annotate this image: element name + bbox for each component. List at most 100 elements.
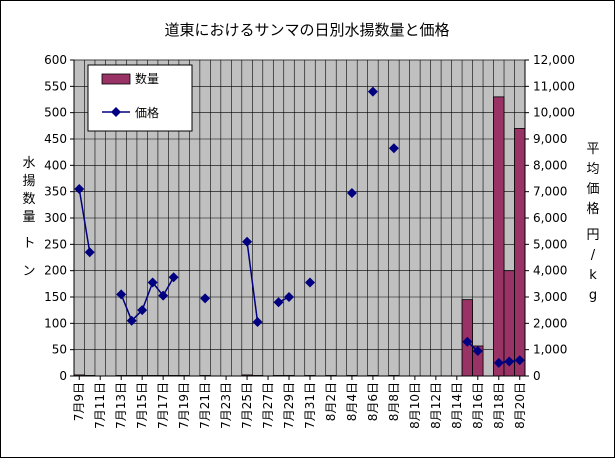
x-tick-label: 8月8日 — [387, 382, 401, 421]
data-point — [252, 317, 263, 328]
x-tick-label: 7月29日 — [282, 382, 296, 429]
x-tick-label: 8月6日 — [366, 382, 380, 421]
x-tick-label: 8月20日 — [513, 382, 527, 429]
right-axis-label-char: / — [591, 248, 596, 263]
left-axis-label-char: ン — [22, 264, 35, 279]
right-axis-label-char: 平 — [586, 142, 599, 157]
x-tick-label: 7月13日 — [114, 382, 128, 429]
left-tick-label: 600 — [44, 53, 67, 67]
data-point — [168, 272, 179, 283]
x-tick-label: 7月31日 — [303, 382, 317, 429]
data-point — [514, 355, 525, 366]
data-point — [126, 315, 137, 326]
line-series — [74, 86, 525, 368]
right-tick-label: 0 — [533, 369, 541, 383]
left-tick-label: 200 — [44, 264, 67, 278]
data-point — [493, 357, 504, 368]
x-tick-label: 7月15日 — [135, 382, 149, 429]
x-tick-label: 8月14日 — [450, 382, 464, 429]
data-point — [200, 293, 211, 304]
right-tick-label: 6,000 — [533, 211, 567, 225]
line-segment — [246, 241, 259, 323]
chart-title: 道東におけるサンマの日別水揚数量と価格 — [164, 21, 449, 39]
left-axis-label-char: 水 — [22, 156, 35, 171]
legend-swatch-bar — [101, 73, 131, 85]
left-tick-label: 50 — [52, 343, 67, 357]
right-tick-label: 7,000 — [533, 185, 567, 199]
x-tick-label: 8月16日 — [471, 382, 485, 429]
data-point — [84, 247, 95, 258]
right-tick-label: 11,000 — [533, 79, 575, 93]
left-tick-label: 250 — [44, 237, 67, 251]
data-point — [388, 143, 399, 154]
bar — [493, 96, 505, 377]
data-point — [273, 297, 284, 308]
right-axis-label-char: k — [589, 268, 597, 283]
right-tick-label: 9,000 — [533, 132, 567, 146]
left-tick-label: 550 — [44, 79, 67, 93]
left-axis-label-char: 量 — [22, 210, 35, 225]
left-axis-label-char: 数 — [22, 192, 35, 207]
line-segment — [141, 282, 154, 311]
legend-label-line: 価格 — [135, 105, 159, 120]
right-tick-label: 4,000 — [533, 264, 567, 278]
right-axis-label-char: g — [589, 288, 597, 303]
data-point — [284, 292, 295, 302]
right-tick-label: 5,000 — [533, 237, 567, 251]
right-tick-label: 10,000 — [533, 106, 575, 120]
left-tick-label: 0 — [59, 369, 67, 383]
x-tick-label: 7月23日 — [219, 382, 233, 429]
data-point — [137, 305, 148, 316]
data-point — [472, 345, 483, 356]
left-tick-label: 500 — [44, 106, 67, 120]
data-point — [462, 336, 473, 347]
data-point — [116, 289, 127, 300]
x-tick-label: 7月17日 — [156, 382, 170, 429]
data-point — [158, 290, 169, 301]
right-tick-label: 12,000 — [533, 53, 575, 67]
x-tick-label: 7月9日 — [72, 382, 86, 421]
x-tick-label: 8月4日 — [345, 382, 359, 421]
x-tick-label: 7月27日 — [261, 382, 275, 429]
line-segment — [120, 294, 133, 321]
legend-marker — [111, 107, 121, 117]
right-axis-label-char: 円 — [586, 228, 599, 243]
left-axis-label-char: 揚 — [22, 173, 35, 189]
bar — [514, 128, 526, 377]
x-tick-label: 8月18日 — [492, 382, 506, 429]
right-tick-label: 1,000 — [533, 343, 567, 357]
x-tick-label: 7月19日 — [177, 382, 191, 429]
x-tick-label: 7月25日 — [240, 382, 254, 429]
right-tick-label: 8,000 — [533, 158, 567, 172]
left-axis-label-char: ト — [22, 236, 35, 251]
right-axis-label-char: 価 — [586, 182, 599, 197]
right-tick-label: 3,000 — [533, 290, 567, 304]
line-segment — [78, 188, 91, 253]
x-tick-label: 8月10日 — [408, 382, 422, 429]
data-point — [304, 277, 315, 288]
data-point — [242, 236, 253, 247]
right-tick-label: 2,000 — [533, 316, 567, 330]
right-axis-label-char: 均 — [586, 162, 599, 177]
x-tick-label: 8月2日 — [324, 382, 338, 421]
x-tick-label: 7月21日 — [198, 382, 212, 429]
left-tick-label: 150 — [44, 290, 67, 304]
left-tick-label: 450 — [44, 132, 67, 146]
left-tick-label: 100 — [44, 316, 67, 330]
legend: 数量 価格 — [87, 64, 193, 132]
right-axis-label-char: 格 — [586, 201, 599, 217]
left-tick-label: 300 — [44, 211, 67, 225]
x-axis: 7月9日 7月11日 7月13日 7月15日 7月17日 7月19日 7月21日 7月23日 7… — [72, 375, 527, 429]
data-point — [346, 187, 357, 198]
x-tick-label: 8月12日 — [429, 382, 443, 429]
right-axis: 0 1,000 2,000 3,000 4,000 5,000 6,000 7,000 8,00… — [524, 53, 575, 383]
left-axis: 0 50 100 150 200 250 300 350 400 450 500 550 600 — [44, 53, 75, 383]
data-point — [367, 86, 378, 97]
data-point — [74, 184, 85, 195]
data-point — [147, 277, 158, 288]
left-tick-label: 350 — [44, 185, 67, 199]
